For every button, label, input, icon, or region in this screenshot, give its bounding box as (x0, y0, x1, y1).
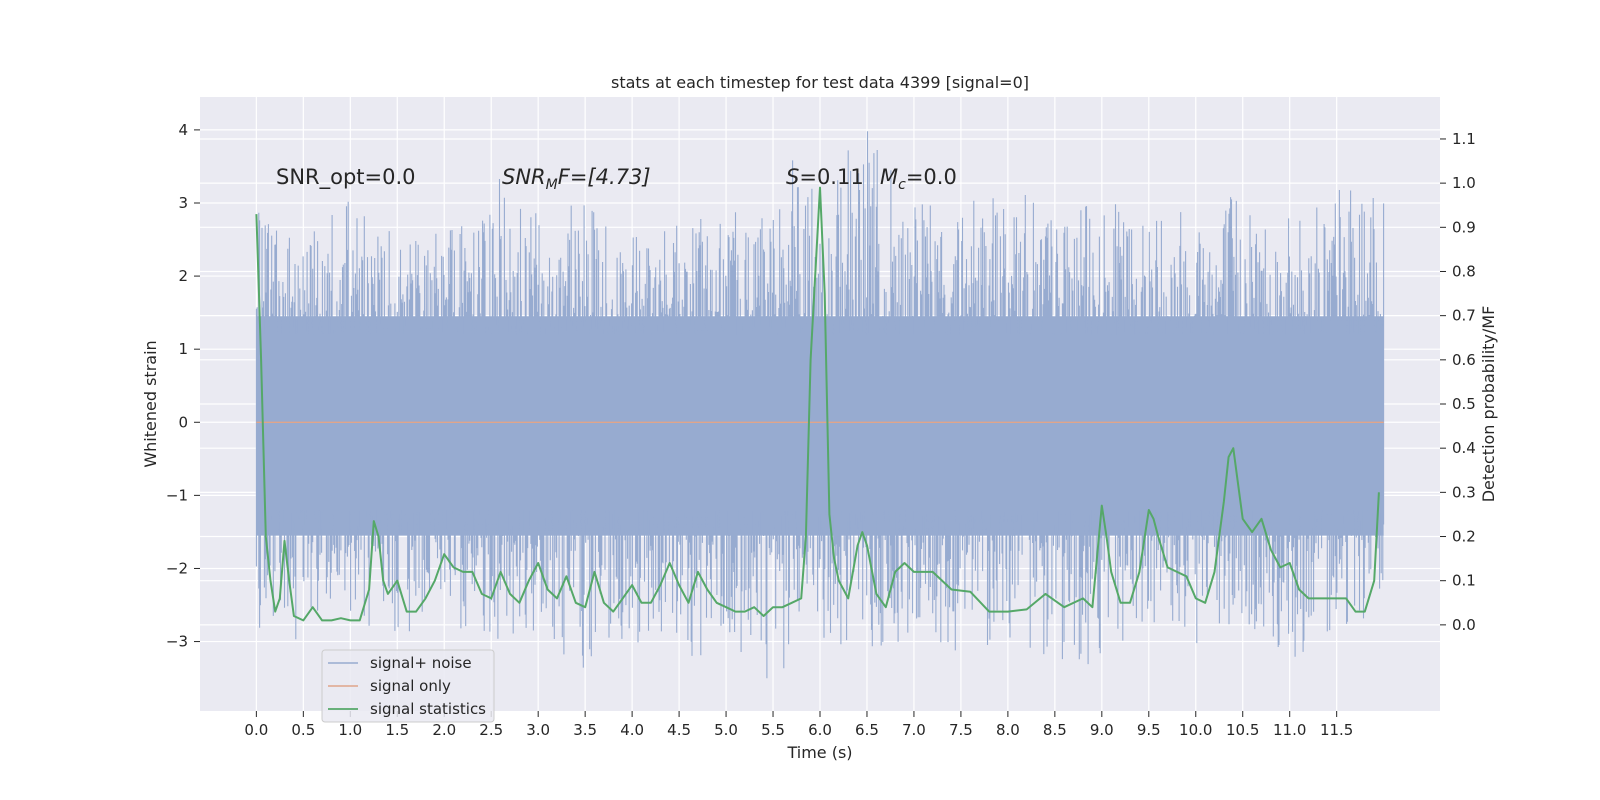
annotation-snr-mf-f: F=[4.73] (558, 165, 651, 189)
y-right-tick-label: 0.9 (1452, 218, 1476, 236)
series-signal-plus-noise (255, 131, 1385, 679)
annotation-snr-mf: SNRMF=[4.73] (502, 165, 651, 193)
x-tick-label: 0.0 (244, 721, 268, 739)
series-signal-statistics (255, 186, 1380, 622)
x-tick-label: 7.5 (949, 721, 973, 739)
signal-statistics-line (255, 186, 1380, 622)
annotation-snr-opt: SNR_opt=0.0 (276, 165, 416, 190)
y-right-tick-label: 0.3 (1452, 483, 1476, 501)
y-right-tick-label: 0.0 (1452, 616, 1476, 634)
x-tick-label: 8.5 (1043, 721, 1067, 739)
y-right-tick-label: 0.8 (1452, 262, 1476, 280)
y-right-tick-label: 0.4 (1452, 439, 1476, 457)
annotation-mc: Mc=0.0 (880, 165, 957, 193)
y-right-axis-label: Detection probability/MF (1479, 306, 1498, 503)
y-left-tick-label: 0 (178, 413, 188, 431)
annotations: SNR_opt=0.0 SNRMF=[4.73] S=0.11 Mc=0.0 (276, 165, 957, 193)
y-left-tick-label: 1 (178, 340, 188, 358)
x-tick-label: 11.5 (1320, 721, 1353, 739)
legend-label-signal-only: signal only (370, 677, 451, 695)
x-tick-label: 0.5 (291, 721, 315, 739)
y-left-tick-label: 3 (178, 194, 188, 212)
x-tick-label: 6.0 (808, 721, 832, 739)
x-tick-label: 5.0 (714, 721, 738, 739)
y-right-tick-label: 1.0 (1452, 174, 1476, 192)
annotation-s-value: =0.11 (799, 165, 863, 189)
x-tick-label: 10.5 (1226, 721, 1259, 739)
y-right-axis-ticks: 0.0 0.1 0.2 0.3 0.4 0.5 0.6 0.7 0.8 0.9 1.0 1.1 (1440, 130, 1476, 634)
annotation-s: S=0.11 (786, 165, 864, 189)
x-tick-label: 9.5 (1137, 721, 1161, 739)
x-tick-label: 2.5 (479, 721, 503, 739)
y-left-tick-label: −3 (166, 633, 188, 651)
legend-label-signal-plus-noise: signal+ noise (370, 654, 472, 672)
y-right-tick-label: 0.7 (1452, 307, 1476, 325)
x-tick-label: 1.0 (338, 721, 362, 739)
y-right-tick-label: 0.1 (1452, 572, 1476, 590)
y-right-tick-label: 0.5 (1452, 395, 1476, 413)
x-tick-label: 9.0 (1090, 721, 1114, 739)
x-tick-label: 2.0 (432, 721, 456, 739)
x-tick-label: 3.0 (526, 721, 550, 739)
x-axis-ticks: 0.0 0.5 1.0 1.5 2.0 2.5 3.0 3.5 4.0 4.5 5.0 5.5 6.0 6… (244, 711, 1353, 739)
annotation-s-symbol: S (786, 165, 799, 189)
x-tick-label: 11.0 (1273, 721, 1306, 739)
y-left-tick-label: 4 (178, 121, 188, 139)
y-left-tick-label: −2 (166, 559, 188, 577)
annotation-mc-value: =0.0 (906, 165, 957, 189)
legend-label-signal-statistics: signal statistics (370, 700, 486, 718)
legend: signal+ noise signal only signal statist… (321, 649, 495, 723)
x-tick-label: 4.0 (620, 721, 644, 739)
x-tick-label: 6.5 (855, 721, 879, 739)
annotation-mc-symbol: M (880, 165, 898, 189)
x-axis-label: Time (s) (786, 743, 852, 762)
x-tick-label: 4.5 (667, 721, 691, 739)
annotation-mc-subscript: c (898, 177, 906, 193)
y-right-tick-label: 1.1 (1452, 130, 1476, 148)
legend-box (321, 649, 495, 723)
x-tick-label: 5.5 (761, 721, 785, 739)
x-tick-label: 7.0 (902, 721, 926, 739)
annotation-snr-mf-subscript: M (546, 177, 558, 193)
y-left-tick-label: 2 (178, 267, 188, 285)
x-tick-label: 10.0 (1179, 721, 1212, 739)
x-tick-label: 8.0 (996, 721, 1020, 739)
chart-title: stats at each timestep for test data 439… (611, 73, 1029, 92)
x-tick-label: 3.5 (573, 721, 597, 739)
annotation-snr-mf-symbol: SNR (502, 165, 546, 189)
y-left-tick-label: −1 (166, 486, 188, 504)
noise-trace (255, 131, 1385, 679)
y-left-axis-ticks: −3 −2 −1 0 1 2 3 4 (166, 121, 200, 651)
x-tick-label: 1.5 (385, 721, 409, 739)
y-right-tick-label: 0.2 (1452, 528, 1476, 546)
y-right-tick-label: 0.6 (1452, 351, 1476, 369)
y-left-axis-label: Whitened strain (141, 340, 160, 467)
